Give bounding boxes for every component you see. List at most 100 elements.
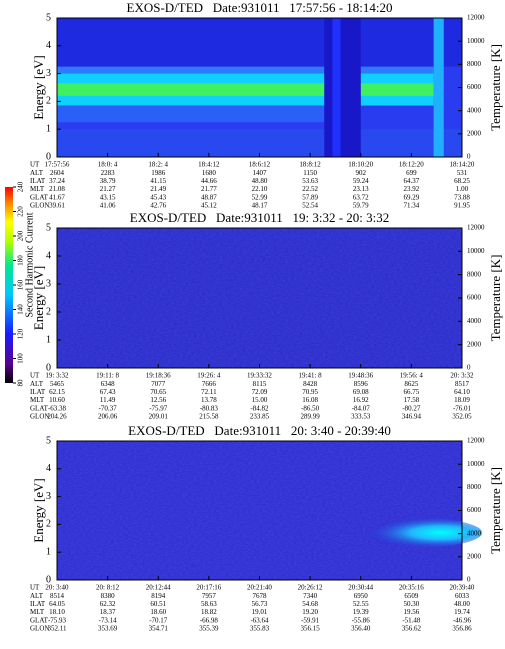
y-tick-label: 1 bbox=[46, 123, 51, 134]
y-tick-label: 0 bbox=[46, 151, 51, 162]
row-value: 18:6:12 bbox=[249, 161, 271, 169]
row-value: 71.34 bbox=[404, 202, 420, 210]
row-value: 22.52 bbox=[302, 185, 318, 193]
row-value: 20: 3:40 bbox=[45, 584, 69, 592]
row-value: -59.91 bbox=[301, 616, 320, 624]
row-value: 69.29 bbox=[404, 193, 420, 201]
row-value: -70.37 bbox=[99, 404, 118, 412]
row-value: 39.61 bbox=[49, 202, 65, 210]
panel-title: EXOS-D/TED Date:931011 19: 3:32 - 20: 3:… bbox=[130, 210, 390, 225]
row-value: 346.94 bbox=[402, 413, 422, 421]
panel-title: EXOS-D/TED Date:931011 20: 3:40 - 20:39:… bbox=[128, 423, 391, 438]
row-value: 531 bbox=[457, 169, 468, 177]
y2-tick-label: 0 bbox=[467, 576, 471, 584]
row-value: 20:26:12 bbox=[298, 584, 323, 592]
spectrogram-cell bbox=[360, 83, 434, 96]
row-value: 60.51 bbox=[150, 600, 166, 608]
row-value: 70.65 bbox=[150, 388, 166, 396]
row-value: 19:18:36 bbox=[146, 372, 171, 380]
row-value: 64.37 bbox=[404, 177, 420, 185]
row-label: ILAT bbox=[30, 388, 46, 396]
y-tick-label: 2 bbox=[46, 306, 51, 317]
row-value: -84.82 bbox=[250, 404, 269, 412]
spectrogram-feature bbox=[344, 517, 483, 549]
y2-axis-label: Temperature [K] bbox=[488, 44, 503, 131]
row-value: 19.01 bbox=[252, 608, 268, 616]
row-value: -46.96 bbox=[453, 616, 472, 624]
row-value: 353.69 bbox=[98, 625, 118, 633]
row-label: ALT bbox=[30, 380, 44, 388]
row-value: 48.87 bbox=[201, 193, 217, 201]
y2-tick-label: 4000 bbox=[467, 106, 482, 114]
row-value: 1680 bbox=[202, 169, 217, 177]
row-label: ILAT bbox=[30, 177, 46, 185]
row-value: 19.56 bbox=[404, 608, 420, 616]
row-value: 48.17 bbox=[252, 202, 268, 210]
y-tick-label: 5 bbox=[46, 12, 51, 23]
row-label: GLON bbox=[30, 413, 49, 421]
row-value: 91.95 bbox=[454, 202, 470, 210]
row-value: 18:2: 4 bbox=[148, 161, 168, 169]
row-value: 7077 bbox=[151, 380, 166, 388]
panel-title: EXOS-D/TED Date:931011 17:57:56 - 18:14:… bbox=[127, 0, 393, 15]
row-value: -75.97 bbox=[149, 404, 168, 412]
row-value: 19:41: 8 bbox=[299, 372, 323, 380]
row-value: 356.15 bbox=[301, 625, 321, 633]
row-value: 72.11 bbox=[201, 388, 217, 396]
row-value: 18.82 bbox=[201, 608, 217, 616]
row-value: 8514 bbox=[50, 592, 65, 600]
row-value: 7678 bbox=[253, 592, 268, 600]
row-value: 902 bbox=[356, 169, 367, 177]
row-value: 20:17:16 bbox=[196, 584, 221, 592]
row-value: -84.07 bbox=[352, 404, 371, 412]
row-value: 62.32 bbox=[100, 600, 116, 608]
y-tick-label: 3 bbox=[46, 491, 51, 502]
row-value: 6950 bbox=[354, 592, 369, 600]
row-value: 8115 bbox=[253, 380, 267, 388]
row-value: 64.10 bbox=[454, 388, 470, 396]
row-value: 204.26 bbox=[47, 413, 67, 421]
y2-tick-label: 2000 bbox=[467, 129, 482, 137]
row-value: 8625 bbox=[404, 380, 419, 388]
row-label: GLAT bbox=[30, 616, 49, 624]
colorbar-tick-label: 100 bbox=[17, 353, 25, 364]
row-value: 17:57:56 bbox=[45, 161, 70, 169]
row-value: 20:30:44 bbox=[348, 584, 373, 592]
y2-tick-label: 6000 bbox=[467, 294, 482, 302]
y2-tick-label: 12000 bbox=[467, 14, 485, 22]
row-value: 23.13 bbox=[353, 185, 369, 193]
row-value: -80.27 bbox=[402, 404, 421, 412]
row-value: 16.92 bbox=[353, 396, 369, 404]
row-value: 18.60 bbox=[150, 608, 166, 616]
row-value: 8517 bbox=[455, 380, 470, 388]
y-tick-label: 1 bbox=[46, 546, 51, 557]
y-tick-label: 2 bbox=[46, 519, 51, 530]
row-value: 699 bbox=[406, 169, 417, 177]
y2-tick-label: 10000 bbox=[467, 460, 485, 468]
row-value: 52.55 bbox=[353, 600, 369, 608]
row-value: -76.01 bbox=[453, 404, 472, 412]
colorbar-tick-label: 140 bbox=[17, 304, 25, 315]
row-value: 19:11: 8 bbox=[96, 372, 119, 380]
row-value: 53.63 bbox=[302, 177, 318, 185]
row-value: 66.75 bbox=[404, 388, 420, 396]
y-tick-label: 4 bbox=[46, 40, 51, 51]
row-label: ILAT bbox=[30, 600, 46, 608]
row-label: ALT bbox=[30, 592, 44, 600]
row-value: 63.72 bbox=[353, 193, 369, 201]
y-tick-label: 0 bbox=[46, 362, 51, 373]
row-value: 7666 bbox=[202, 380, 217, 388]
row-value: 67.43 bbox=[100, 388, 116, 396]
row-value: 21.77 bbox=[201, 185, 217, 193]
row-label: GLAT bbox=[30, 404, 49, 412]
row-label: UT bbox=[30, 584, 40, 592]
spectrogram-cell bbox=[57, 129, 462, 157]
row-value: 18:0: 4 bbox=[98, 161, 118, 169]
row-value: 20: 8:12 bbox=[96, 584, 120, 592]
y2-tick-label: 8000 bbox=[467, 483, 482, 491]
row-value: 356.86 bbox=[452, 625, 472, 633]
row-value: 20:35:16 bbox=[399, 584, 424, 592]
row-value: 19:33:32 bbox=[247, 372, 272, 380]
colorbar-tick-label: 240 bbox=[17, 181, 25, 192]
row-value: 41.06 bbox=[100, 202, 116, 210]
